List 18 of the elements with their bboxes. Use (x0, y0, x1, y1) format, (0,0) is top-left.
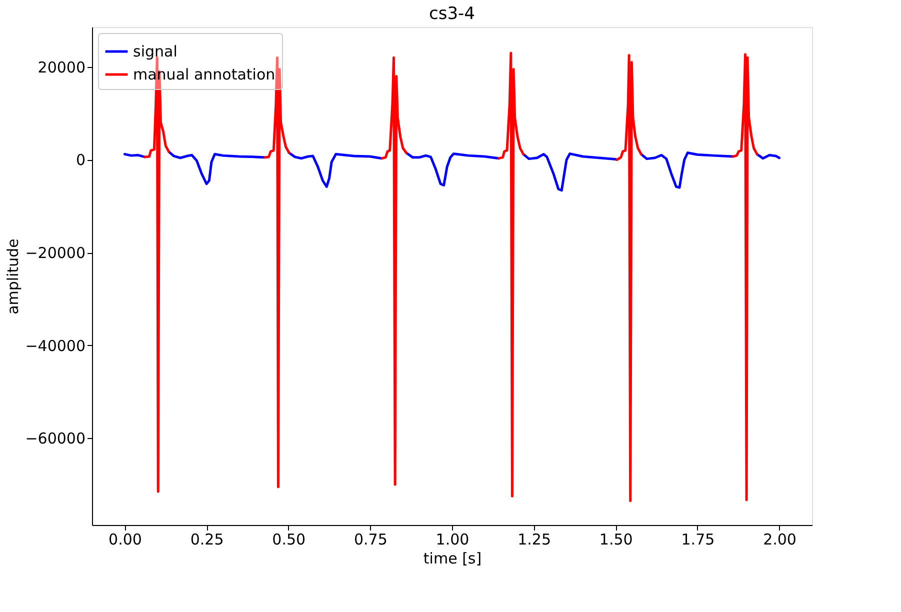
y-tick-label: 20000 (38, 58, 86, 76)
y-tick-label: −20000 (25, 244, 86, 262)
y-tick-label: 0 (76, 151, 86, 170)
x-tick-label: 1.50 (599, 530, 633, 548)
x-tick-label: 1.25 (518, 530, 552, 548)
y-tick-label: −40000 (25, 336, 86, 355)
y-axis-title: amplitude (4, 238, 22, 314)
legend-label: signal (133, 42, 178, 60)
x-tick-label: 1.75 (681, 530, 715, 548)
chart-title: cs3-4 (429, 4, 475, 24)
x-tick-label: 0.00 (108, 530, 142, 548)
x-tick-label: 0.50 (272, 530, 306, 548)
x-axis-title: time [s] (423, 550, 482, 568)
x-tick-label: 1.00 (436, 530, 470, 548)
x-tick-label: 0.25 (190, 530, 224, 548)
x-tick-label: 2.00 (763, 530, 796, 548)
y-tick-label: −60000 (25, 430, 86, 448)
x-tick-label: 0.75 (354, 530, 388, 548)
